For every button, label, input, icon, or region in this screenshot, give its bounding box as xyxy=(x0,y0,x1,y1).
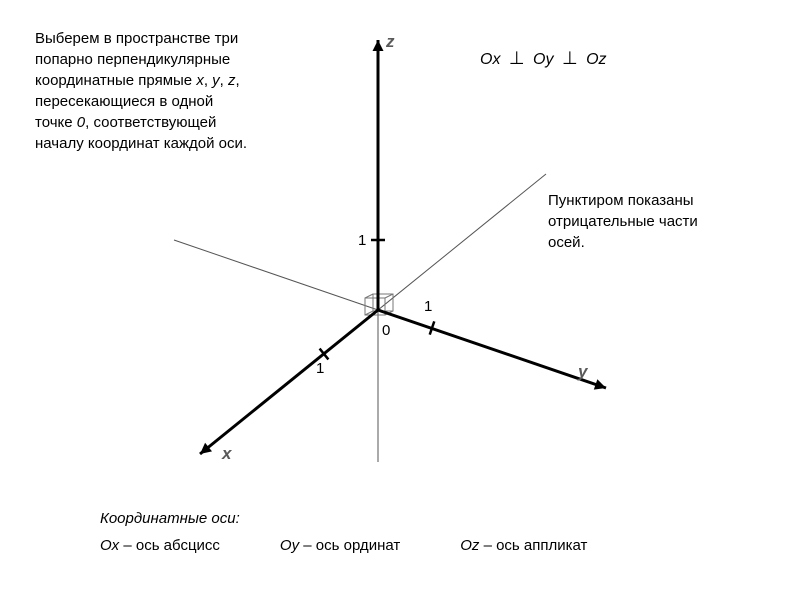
x-axis-label: x xyxy=(222,444,231,464)
y-axis-label: y xyxy=(578,362,587,382)
intro-text: Выберем в пространстве трипопарно перпен… xyxy=(35,28,247,154)
dashed-note: Пунктиром показаныотрицательные частиосе… xyxy=(548,190,698,253)
origin-label: 0 xyxy=(382,322,390,339)
pos-axes xyxy=(200,40,606,454)
perp-ox: Ox xyxy=(480,51,500,68)
x-unit-label: 1 xyxy=(316,360,324,377)
y-unit-label: 1 xyxy=(424,298,432,315)
dashed-neg-axes xyxy=(174,174,546,462)
axis-def: Oz – ось аппликат xyxy=(460,537,587,554)
z-unit-label: 1 xyxy=(358,232,366,249)
axis-def: Oy – ось ординат xyxy=(280,537,400,554)
perp-sym-2: ⊥ xyxy=(562,48,578,69)
perp-formula: Ox ⊥ Oy ⊥ Oz xyxy=(480,48,607,69)
z-axis-label: z xyxy=(386,32,395,52)
perp-sym-1: ⊥ xyxy=(509,48,525,69)
perp-oz: Oz xyxy=(586,51,606,68)
perp-oy: Oy xyxy=(533,51,553,68)
axis-def: Ox – ось абсцисс xyxy=(100,537,220,554)
caption-title: Координатные оси: xyxy=(100,510,587,527)
caption: Координатные оси: Ox – ось абсцисс Oy – о… xyxy=(100,510,587,554)
axis-defs: Ox – ось абсцисс Oy – ось ординат Oz – ось… xyxy=(100,537,587,554)
